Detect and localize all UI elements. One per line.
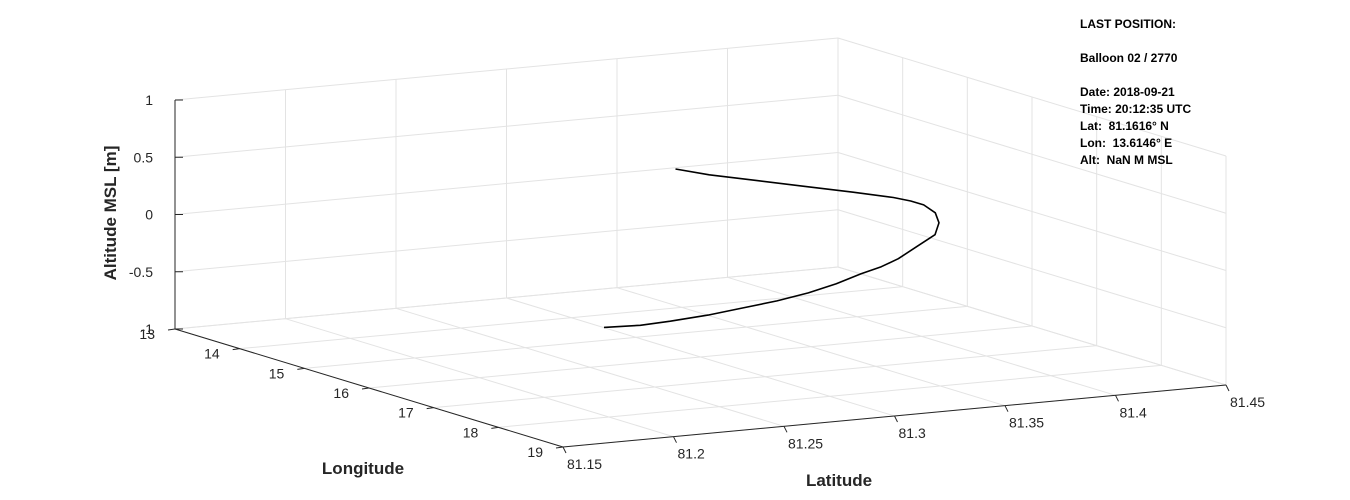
z-tick-label: -1 [141,321,154,337]
y-tick-label: 13 [139,326,155,342]
grid-line [837,152,1227,271]
x-tick [562,446,567,454]
x-tick-label: 81.4 [1120,404,1147,420]
grid-line [174,266,839,330]
y-tick-label: 17 [398,405,414,421]
grid-line [239,286,903,350]
x-tick [673,436,677,443]
x-axis-label: Latitude [806,471,872,490]
info-date: Date: 2018-09-21 [1080,85,1175,99]
z-tick-label: -0.5 [129,264,153,280]
grid-line [837,209,1227,329]
info-lat: Lat: 81.1616° N [1080,119,1169,133]
info-alt: Alt: NaN M MSL [1080,153,1173,167]
info-lon: Lon: 13.6146° E [1080,136,1173,150]
grid-line [433,345,1097,409]
y-tick [555,446,564,449]
x-tick [894,415,898,423]
y-axis-label: Longitude [322,459,404,478]
x-tick-label: 81.25 [788,435,823,451]
y-tick [167,328,176,331]
grid-line [174,152,839,215]
grid-line [174,209,839,273]
info-balloon: Balloon 02 / 2770 [1080,51,1178,65]
y-tick-label: 14 [204,346,220,362]
y-tick-label: 16 [333,385,349,401]
grid-line [174,37,839,101]
x-tick-label: 81.15 [567,456,602,472]
y-tick-label: 19 [527,444,543,460]
y-tick [232,348,240,351]
x-tick [1225,384,1230,392]
grid-line [174,94,839,158]
info-heading: LAST POSITION: [1080,17,1176,31]
grid-line [837,37,1227,157]
z-tick-label: 0 [145,207,153,223]
y-tick-label: 15 [269,365,285,381]
x-tick [1115,395,1119,402]
grid-line [304,305,968,369]
y-tick [426,407,434,410]
grid-line [837,266,1227,386]
series-line [603,168,940,329]
y-tick-label: 18 [463,424,479,440]
grid-line [498,364,1162,428]
grid-line [368,325,1033,389]
y-tick [491,426,499,429]
x-tick-label: 81.45 [1230,394,1265,410]
y-tick [361,387,370,390]
x-tick [1004,405,1009,412]
tick-labels: 81.15 81.2 81.25 81.3 81.35 81.4 81.45 13 14 15 16… [129,92,1265,472]
x-tick-label: 81.3 [899,425,926,441]
z-tick-label: 1 [145,92,153,108]
last-position-panel: LAST POSITION: Balloon 02 / 2770 Date: 2… [1080,16,1191,169]
series-layer [603,168,940,329]
x-tick-label: 81.2 [678,446,705,462]
tick-marks [167,99,1230,454]
x-tick-label: 81.35 [1009,415,1044,431]
grid-line [837,94,1227,214]
x-tick [783,426,788,433]
info-time: Time: 20:12:35 UTC [1080,102,1192,116]
z-tick-label: 0.5 [134,149,154,165]
z-axis-label: Altitude MSL [m] [101,146,120,281]
y-tick [297,367,305,370]
